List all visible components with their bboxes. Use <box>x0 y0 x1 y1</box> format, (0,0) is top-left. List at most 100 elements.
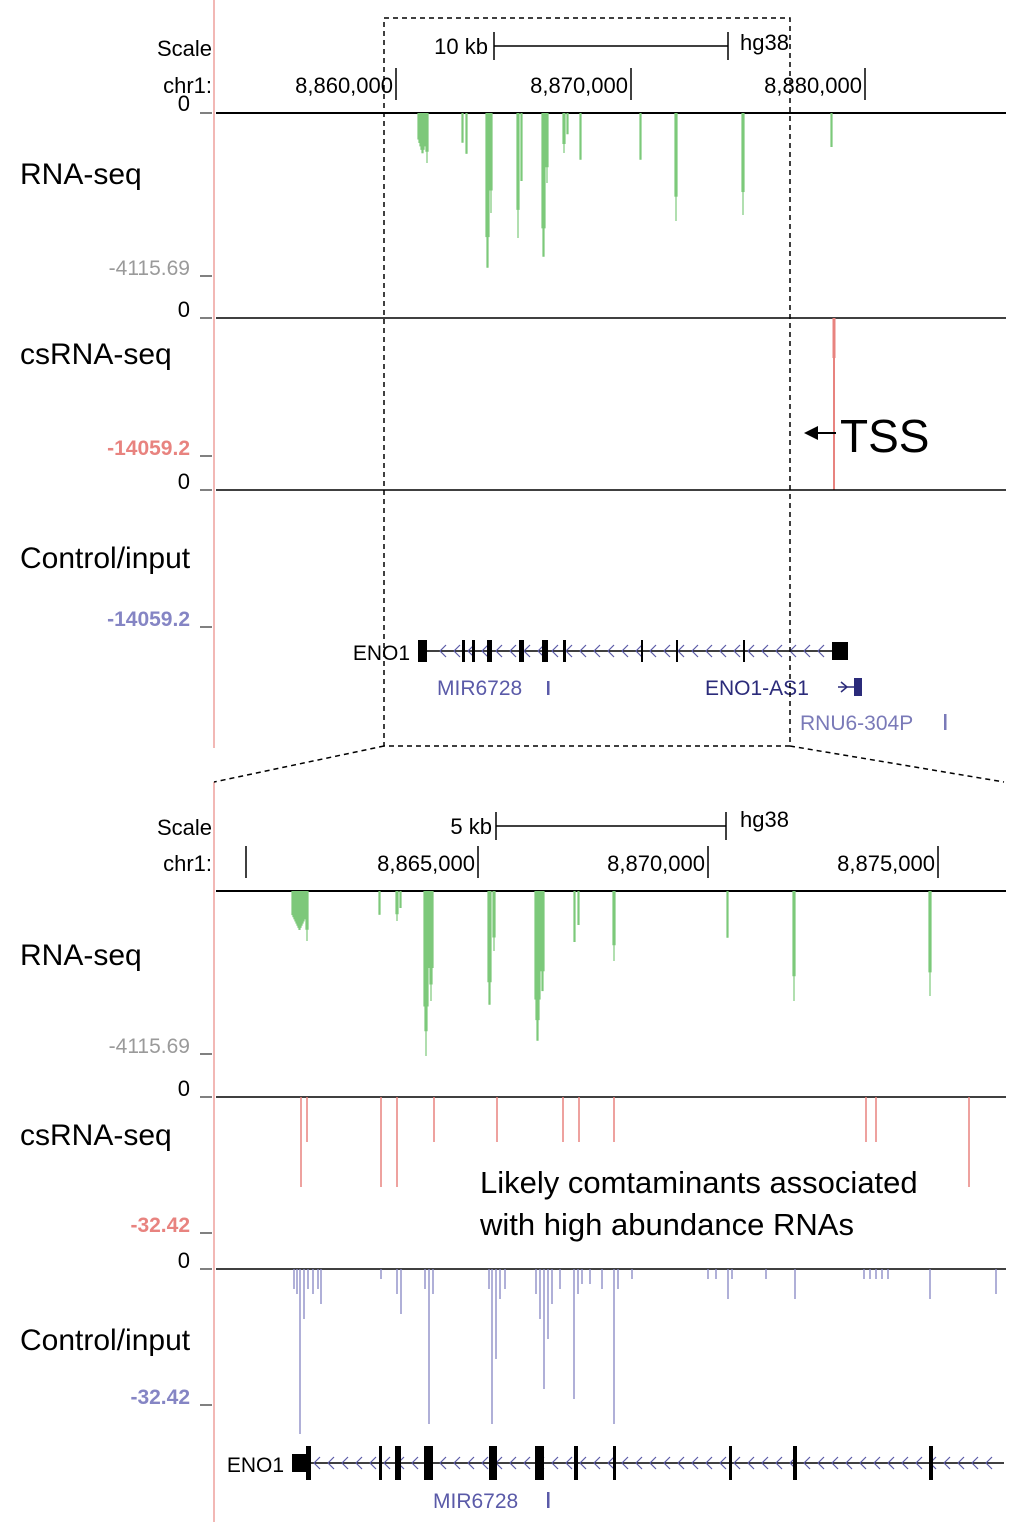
strand-chevron <box>467 1456 475 1464</box>
bottom-scale-bar <box>495 812 727 840</box>
top-position-1: 8,860,000 <box>295 73 393 98</box>
strand-chevron <box>439 1456 447 1464</box>
top-position-ticks <box>395 68 866 100</box>
strand-chevron <box>775 650 783 658</box>
gene-exon <box>535 1446 544 1480</box>
strand-chevron <box>985 1462 993 1470</box>
strand-chevron <box>957 1462 965 1470</box>
bottom-gene-mir-label: MIR6728 <box>433 1490 518 1513</box>
strand-chevron <box>439 650 447 658</box>
strand-chevron <box>817 1462 825 1470</box>
strand-chevron <box>663 1456 671 1464</box>
strand-chevron <box>719 1456 727 1464</box>
strand-chevron <box>985 1456 993 1464</box>
strand-chevron <box>635 1462 643 1470</box>
strand-chevron <box>593 1456 601 1464</box>
strand-chevron <box>887 1456 895 1464</box>
top-csrna-track-name: csRNA-seq <box>20 338 172 371</box>
strand-chevron <box>467 1462 475 1470</box>
strand-chevron <box>565 1462 573 1470</box>
strand-chevron <box>579 1456 587 1464</box>
strand-chevron <box>635 1456 643 1464</box>
tss-arrow <box>804 426 836 440</box>
strand-chevron <box>901 1456 909 1464</box>
strand-chevron <box>747 650 755 658</box>
strand-chevron <box>495 650 503 658</box>
bottom-gene-eno1-label: ENO1 <box>227 1454 284 1477</box>
strand-chevron <box>621 1456 629 1464</box>
strand-chevron <box>761 644 769 652</box>
strand-chevron <box>593 1462 601 1470</box>
top-control-zero-label: 0 <box>178 469 190 494</box>
strand-chevron <box>649 644 657 652</box>
bottom-rna-min-label: -4115.69 <box>109 1035 190 1058</box>
strand-chevron <box>621 650 629 658</box>
strand-chevron <box>747 1462 755 1470</box>
top-gene-eno1-as1-label: ENO1-AS1 <box>705 677 809 700</box>
top-rna-track-name: RNA-seq <box>20 158 142 191</box>
top-position-2: 8,870,000 <box>530 73 628 98</box>
gene-exon <box>574 1446 578 1480</box>
strand-chevron <box>705 650 713 658</box>
strand-chevron <box>649 1456 657 1464</box>
strand-chevron <box>747 1456 755 1464</box>
top-position-3: 8,880,000 <box>764 73 862 98</box>
strand-chevron <box>761 1462 769 1470</box>
contaminant-annotation-line1: Likely comtaminants associated <box>480 1165 918 1200</box>
bottom-position-1: 8,865,000 <box>377 851 475 876</box>
strand-chevron <box>453 644 461 652</box>
strand-chevron <box>831 1456 839 1464</box>
strand-chevron <box>943 1456 951 1464</box>
gene-exon <box>519 640 524 662</box>
strand-chevron <box>803 650 811 658</box>
strand-chevron <box>677 1462 685 1470</box>
strand-chevron <box>649 650 657 658</box>
top-scale-bar <box>493 32 729 60</box>
strand-chevron <box>495 644 503 652</box>
strand-chevron <box>775 644 783 652</box>
strand-chevron <box>523 650 531 658</box>
strand-chevron <box>411 1462 419 1470</box>
strand-chevron <box>509 644 517 652</box>
strand-chevron <box>747 644 755 652</box>
bottom-panel: Scale 5 kb hg38 chr1: 8,865,000 8,870,00… <box>20 807 1006 1513</box>
strand-chevron <box>901 1462 909 1470</box>
strand-chevron <box>663 1462 671 1470</box>
strand-chevron <box>453 1462 461 1470</box>
top-rna-zero-label: 0 <box>178 91 190 116</box>
strand-chevron <box>313 1456 321 1464</box>
strand-chevron <box>859 1456 867 1464</box>
bottom-rna-signal <box>291 891 932 1056</box>
strand-chevron <box>691 1462 699 1470</box>
strand-chevron <box>383 1456 391 1464</box>
strand-chevron <box>719 644 727 652</box>
strand-chevron <box>775 1462 783 1470</box>
top-chrom-label: chr1: <box>163 73 212 98</box>
strand-chevron <box>327 1462 335 1470</box>
strand-chevron <box>355 1456 363 1464</box>
strand-chevron <box>663 650 671 658</box>
strand-chevron <box>691 644 699 652</box>
gene-exon <box>489 1446 497 1480</box>
gene-exon <box>418 640 427 662</box>
strand-chevron <box>593 644 601 652</box>
strand-chevron <box>803 1456 811 1464</box>
top-csrna-zero-label: 0 <box>178 297 190 322</box>
strand-chevron <box>551 1462 559 1470</box>
strand-chevron <box>369 1462 377 1470</box>
gene-exon <box>462 640 465 662</box>
strand-chevron <box>439 644 447 652</box>
strand-chevron <box>341 1462 349 1470</box>
strand-chevron <box>453 650 461 658</box>
bottom-scale-text: 5 kb <box>450 814 492 839</box>
contaminant-annotation-line2: with high abundance RNAs <box>479 1207 854 1242</box>
strand-chevron <box>803 644 811 652</box>
strand-chevron <box>663 644 671 652</box>
strand-chevron <box>733 644 741 652</box>
top-csrna-min-label: -14059.2 <box>107 437 190 460</box>
bottom-position-3: 8,875,000 <box>837 851 935 876</box>
strand-chevron <box>593 650 601 658</box>
strand-chevron <box>481 1456 489 1464</box>
strand-chevron <box>677 1456 685 1464</box>
gene-exon <box>542 640 548 662</box>
